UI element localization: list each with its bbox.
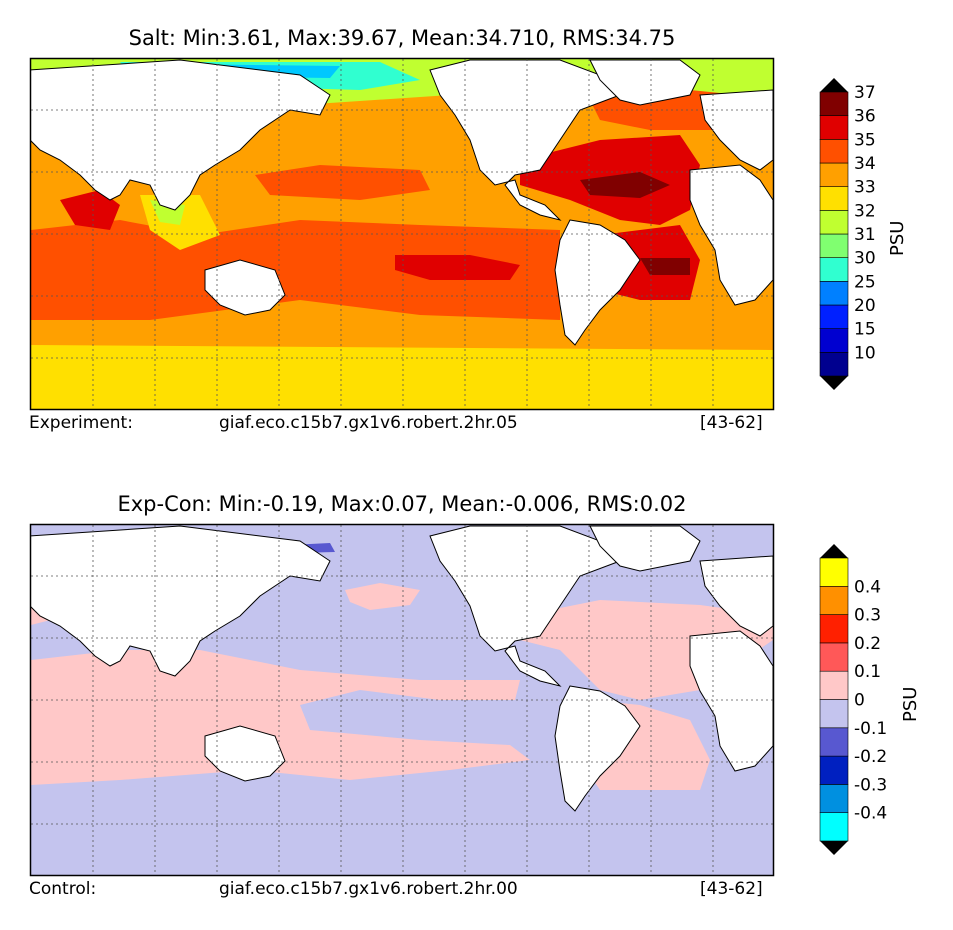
cb1-tick-label: 31 [854,225,876,245]
cb1-swatch [819,304,849,329]
panel2-map [31,525,773,875]
cb2-tick-label: 0.2 [854,634,881,654]
cb2-tick-label: 0.3 [854,606,881,626]
cb2-tick-label: 0.1 [854,662,881,682]
panel2-caption-center: giaf.eco.c15b7.gx1v6.robert.2hr.00 [219,879,518,899]
cb2-tick-label: 0.4 [854,577,881,597]
cb1-arrow-over [820,78,848,92]
cb2-tick-label: -0.3 [854,775,887,795]
cb2-swatch [819,755,849,785]
cb1-swatch [819,162,849,187]
panel2-colorbar: -0.4 -0.3 -0.2 -0.1 0 0.1 0.2 0.3 0.4 [819,544,887,855]
cb1-tick-label: 34 [854,154,876,174]
cb1-tick-label: 35 [854,130,876,150]
panel1-frame [29,57,775,411]
cb1-tick-label: 20 [854,296,876,316]
cb2-swatch [819,670,849,700]
cb2-swatch [819,699,849,729]
panel1-caption-center: giaf.eco.c15b7.gx1v6.robert.2hr.05 [219,413,518,433]
panel1-title: Salt: Min:3.61, Max:39.67, Mean:34.710, … [128,26,676,50]
panel1-caption-right: [43-62] [700,413,763,433]
panel1-map [31,59,773,409]
panel2-colorbar-units: PSU [900,686,921,722]
panel1-colorbar: 10 15 20 25 30 31 32 33 34 35 36 37 [819,78,876,390]
panel2-frame [29,523,775,877]
cb2-arrow-under [820,841,848,855]
cb1-swatch [819,281,849,306]
cb1-tick-label: 15 [854,320,876,340]
cb1-swatch [819,91,849,116]
cb2-swatch [819,727,849,757]
panel2-caption-right: [43-62] [700,879,763,899]
cb2-swatch [819,812,849,842]
cb1-tick-label: 37 [854,83,876,103]
cb1-swatch [819,233,849,258]
panel2-caption-left: Control: [29,879,97,899]
cb1-swatch [819,210,849,235]
cb2-swatch [819,585,849,615]
cb1-swatch [819,139,849,164]
cb1-tick-label: 25 [854,272,876,292]
panel1-colorbar-units: PSU [887,220,908,256]
cb1-tick-label: 10 [854,343,876,363]
cb2-tick-label: -0.2 [854,747,887,767]
cb2-swatch [819,784,849,814]
cb2-tick-label: -0.1 [854,719,887,739]
panel1-caption-left: Experiment: [29,413,133,433]
cb2-tick-label: -0.4 [854,804,887,824]
cb2-arrow-over [820,544,848,558]
cb1-arrow-under [820,376,848,390]
cb2-swatch [819,614,849,644]
cb1-swatch [819,352,849,377]
cb1-tick-label: 36 [854,107,876,127]
cb1-swatch [819,257,849,282]
cb1-swatch [819,328,849,353]
cb2-tick-label: 0 [854,691,865,711]
cb1-tick-label: 33 [854,178,876,198]
cb1-tick-label: 30 [854,249,876,269]
cb1-swatch [819,115,849,140]
cb1-swatch [819,186,849,211]
cb2-swatch [819,642,849,672]
cb1-tick-label: 32 [854,201,876,221]
cb2-swatch [819,557,849,587]
panel2-title: Exp-Con: Min:-0.19, Max:0.07, Mean:-0.00… [117,492,687,516]
